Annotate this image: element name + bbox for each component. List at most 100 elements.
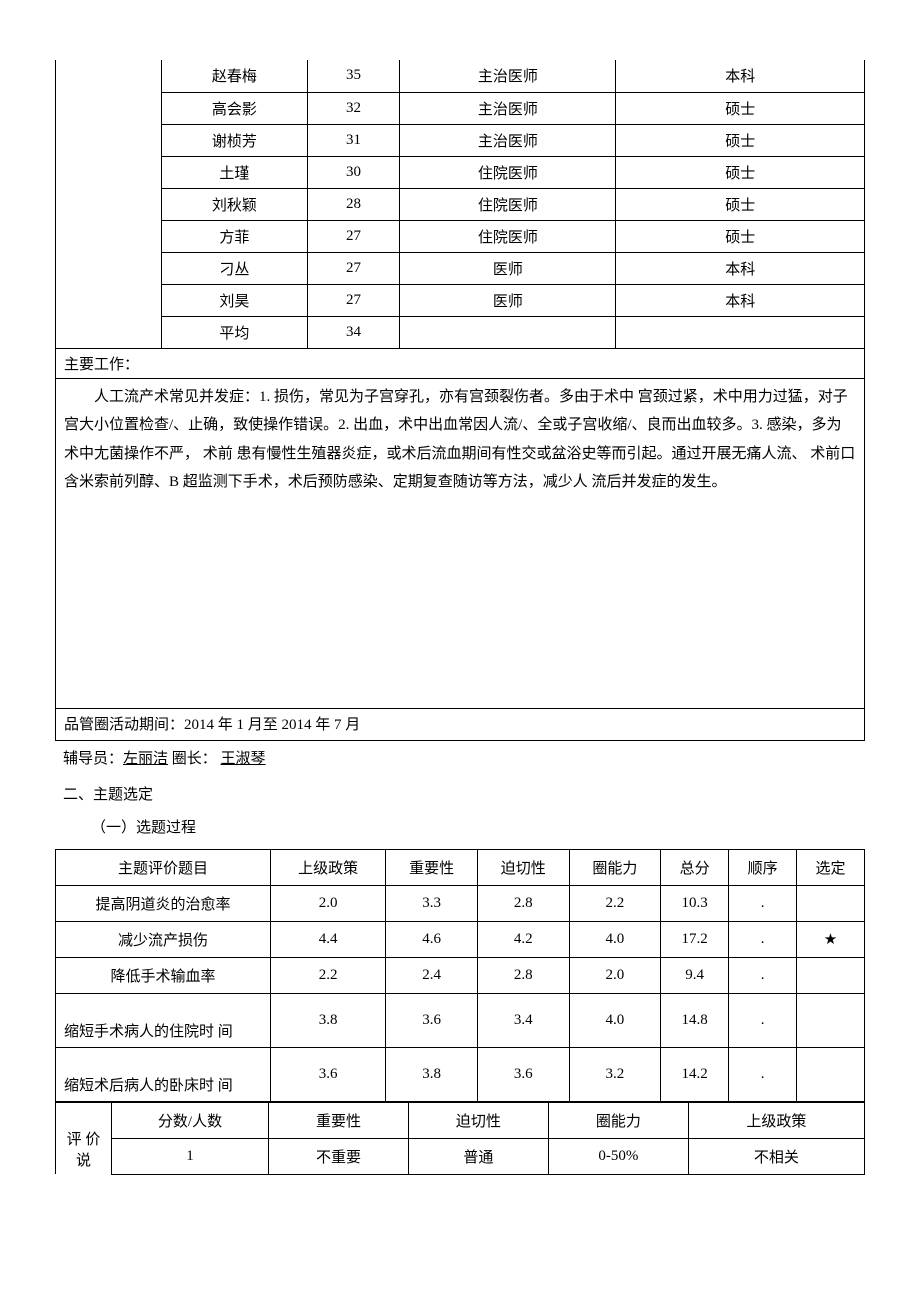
topic-cell: .	[729, 885, 797, 921]
topic-cell: .	[729, 993, 797, 1047]
eval-cell: 不相关	[688, 1138, 864, 1174]
staff-cell: 主治医师	[400, 60, 616, 92]
topic-header: 重要性	[386, 849, 478, 885]
evaluation-scale-table: 评 价 说分数/人数重要性迫切性圈能力上级政策 1不重要普通0-50%不相关	[55, 1102, 865, 1175]
topic-cell: 3.6	[386, 993, 478, 1047]
staff-cell: 主治医师	[400, 124, 616, 156]
topic-cell: ★	[797, 921, 865, 957]
staff-cell: 硕士	[616, 124, 865, 156]
topic-selection-table: 主题评价题目上级政策重要性迫切性圈能力总分顺序选定 提高阴道炎的治愈率2.03.…	[55, 849, 865, 1102]
topic-name: 缩短手术病人的住院时 间	[56, 993, 271, 1047]
topic-cell: 4.2	[477, 921, 569, 957]
staff-cell: 住院医师	[400, 188, 616, 220]
eval-cell: 1	[112, 1138, 269, 1174]
staff-cell: 27	[307, 284, 400, 316]
eval-label-col: 评 价 说	[56, 1102, 112, 1174]
topic-cell: 2.2	[569, 885, 661, 921]
staff-cell: 31	[307, 124, 400, 156]
topic-cell: .	[729, 1047, 797, 1101]
staff-cell: 32	[307, 92, 400, 124]
staff-cell: 主治医师	[400, 92, 616, 124]
topic-cell: 2.8	[477, 957, 569, 993]
topic-cell: 3.3	[386, 885, 478, 921]
topic-cell: 4.4	[271, 921, 386, 957]
staff-cell: 刘昊	[162, 284, 308, 316]
leader-label: 圈长：	[168, 751, 221, 767]
topic-cell: 17.2	[661, 921, 729, 957]
tutor-name: 左丽洁	[123, 751, 168, 767]
staff-cell: 27	[307, 252, 400, 284]
topic-cell: 2.0	[569, 957, 661, 993]
staff-cell: 硕士	[616, 220, 865, 252]
staff-cell: 30	[307, 156, 400, 188]
staff-empty-col	[56, 60, 162, 348]
topic-name: 提高阴道炎的治愈率	[56, 885, 271, 921]
staff-cell: 硕士	[616, 92, 865, 124]
staff-cell: 35	[307, 60, 400, 92]
staff-cell: 住院医师	[400, 220, 616, 252]
topic-header: 主题评价题目	[56, 849, 271, 885]
topic-cell: 2.0	[271, 885, 386, 921]
staff-cell: 谢桢芳	[162, 124, 308, 156]
staff-cell: 本科	[616, 60, 865, 92]
topic-cell	[797, 1047, 865, 1101]
topic-cell	[797, 885, 865, 921]
topic-cell: 4.0	[569, 921, 661, 957]
staff-cell: 27	[307, 220, 400, 252]
eval-header: 重要性	[269, 1102, 409, 1138]
topic-cell	[797, 993, 865, 1047]
staff-cell: 赵春梅	[162, 60, 308, 92]
staff-cell: 硕士	[616, 156, 865, 188]
staff-cell: 高会影	[162, 92, 308, 124]
topic-name: 缩短术后病人的卧床时 间	[56, 1047, 271, 1101]
topic-cell: 10.3	[661, 885, 729, 921]
topic-header: 迫切性	[477, 849, 569, 885]
staff-cell: 本科	[616, 284, 865, 316]
topic-cell: 2.2	[271, 957, 386, 993]
staff-cell: 34	[307, 316, 400, 348]
staff-cell: 医师	[400, 284, 616, 316]
topic-cell: 3.2	[569, 1047, 661, 1101]
topic-cell: 3.6	[271, 1047, 386, 1101]
mainwork-label: 主要工作：	[56, 349, 865, 379]
activity-period: 品管圈活动期间：2014 年 1 月至 2014 年 7 月	[56, 708, 865, 740]
staff-info-line: 辅导员：左丽洁 圈长： 王淑琴	[55, 741, 865, 777]
topic-cell: 9.4	[661, 957, 729, 993]
topic-cell: 3.4	[477, 993, 569, 1047]
topic-cell: .	[729, 957, 797, 993]
topic-cell	[797, 957, 865, 993]
staff-cell: 方菲	[162, 220, 308, 252]
topic-name: 减少流产损伤	[56, 921, 271, 957]
staff-cell: 28	[307, 188, 400, 220]
eval-header: 分数/人数	[112, 1102, 269, 1138]
topic-header: 选定	[797, 849, 865, 885]
eval-header: 上级政策	[688, 1102, 864, 1138]
topic-cell: 14.2	[661, 1047, 729, 1101]
staff-cell: 刁丛	[162, 252, 308, 284]
topic-cell: 4.0	[569, 993, 661, 1047]
topic-header: 总分	[661, 849, 729, 885]
subsection-2-1-heading: （一）选题过程	[55, 813, 865, 849]
leader-name: 王淑琴	[221, 751, 266, 767]
topic-cell: 3.8	[386, 1047, 478, 1101]
topic-header: 上级政策	[271, 849, 386, 885]
section-2-heading: 二、主题选定	[55, 777, 865, 813]
mainwork-body: 人工流产术常见并发症：1. 损伤，常见为子宫穿孔，亦有宫颈裂伤者。多由于术中 宫…	[56, 378, 865, 708]
staff-cell: 住院医师	[400, 156, 616, 188]
topic-cell: .	[729, 921, 797, 957]
topic-cell: 3.8	[271, 993, 386, 1047]
topic-cell: 2.4	[386, 957, 478, 993]
staff-cell: 刘秋颖	[162, 188, 308, 220]
staff-cell: 平均	[162, 316, 308, 348]
topic-cell: 3.6	[477, 1047, 569, 1101]
staff-cell	[400, 316, 616, 348]
eval-header: 圈能力	[548, 1102, 688, 1138]
eval-cell: 普通	[408, 1138, 548, 1174]
eval-header: 迫切性	[408, 1102, 548, 1138]
staff-cell: 土瑾	[162, 156, 308, 188]
topic-cell: 2.8	[477, 885, 569, 921]
topic-cell: 14.8	[661, 993, 729, 1047]
staff-table: 赵春梅35主治医师本科高会影32主治医师硕士谢桢芳31主治医师硕士土瑾30住院医…	[55, 60, 865, 349]
topic-name: 降低手术输血率	[56, 957, 271, 993]
topic-cell: 4.6	[386, 921, 478, 957]
